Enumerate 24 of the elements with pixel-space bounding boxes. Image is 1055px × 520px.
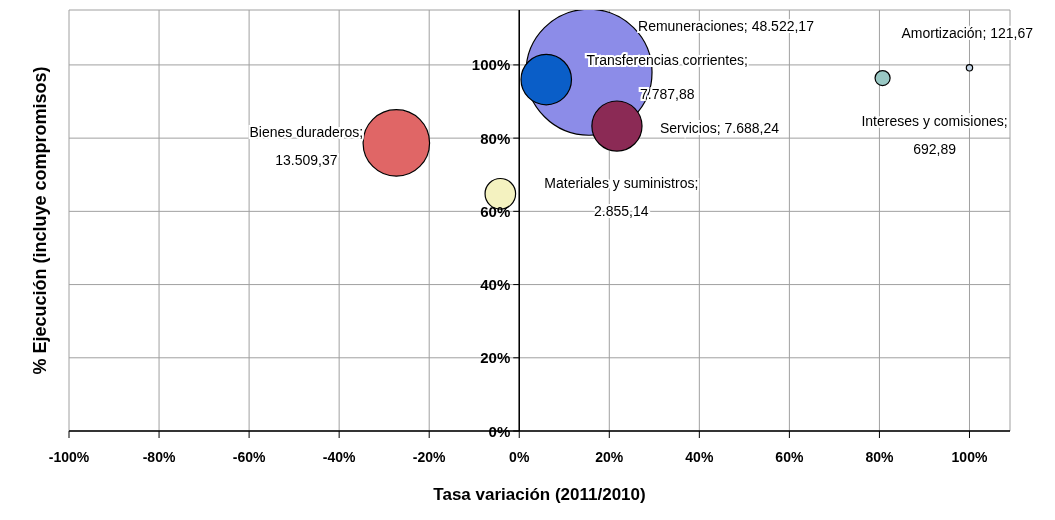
x-tick-label: -100% bbox=[48, 448, 90, 465]
annotation: Amortización; 121,67 bbox=[901, 24, 1034, 41]
x-tick-label: 40% bbox=[685, 448, 714, 465]
x-tick-label: -60% bbox=[232, 448, 266, 465]
annotation: Intereses y comisiones; 692,89 bbox=[861, 113, 1008, 158]
x-tick-label: 0% bbox=[509, 448, 530, 465]
x-tick-label: 100% bbox=[951, 448, 988, 465]
annotation: Bienes duraderos; 13.509,37 bbox=[249, 123, 364, 168]
annotation: Materiales y suministros; 2.855,14 bbox=[544, 174, 699, 219]
x-tick-label: -20% bbox=[412, 448, 447, 465]
annotation: Remuneraciones; 48.522,17 bbox=[638, 18, 815, 35]
y-tick-label: 80% bbox=[480, 129, 511, 147]
annotation: Servicios; 7.688,24 bbox=[659, 120, 780, 137]
y-tick-label: 40% bbox=[480, 276, 511, 294]
y-tick-label: 100% bbox=[471, 56, 511, 74]
x-tick-label: -40% bbox=[322, 448, 357, 465]
x-tick-label: 60% bbox=[775, 448, 804, 465]
y-tick-label: 20% bbox=[480, 349, 511, 367]
x-tick-label: 80% bbox=[865, 448, 894, 465]
x-tick-label: 20% bbox=[595, 448, 624, 465]
x-tick-label: -80% bbox=[142, 448, 176, 465]
y-axis-title: % Ejecución (incluye compromisos) bbox=[30, 66, 51, 375]
y-tick-label: 60% bbox=[480, 202, 511, 220]
x-axis-title: Tasa variación (2011/2010) bbox=[433, 485, 646, 504]
